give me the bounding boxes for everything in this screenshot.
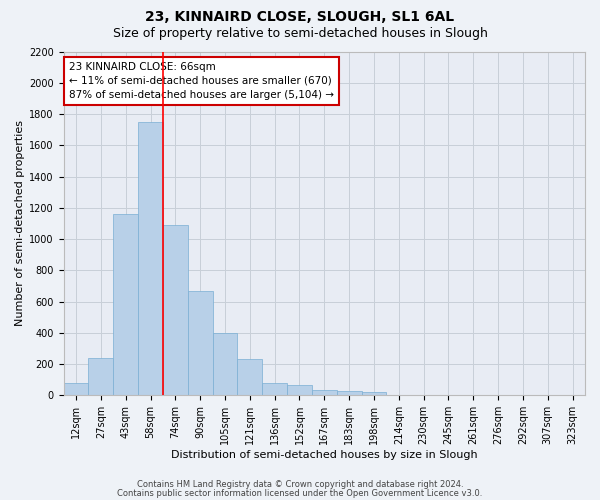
Text: 23 KINNAIRD CLOSE: 66sqm
← 11% of semi-detached houses are smaller (670)
87% of : 23 KINNAIRD CLOSE: 66sqm ← 11% of semi-d… [69, 62, 334, 100]
Text: 23, KINNAIRD CLOSE, SLOUGH, SL1 6AL: 23, KINNAIRD CLOSE, SLOUGH, SL1 6AL [145, 10, 455, 24]
Text: Size of property relative to semi-detached houses in Slough: Size of property relative to semi-detach… [113, 28, 487, 40]
Bar [88, 358, 113, 396]
Text: Contains public sector information licensed under the Open Government Licence v3: Contains public sector information licen… [118, 488, 482, 498]
Bar [362, 392, 386, 396]
Bar [64, 383, 88, 396]
Bar [163, 225, 188, 396]
Text: Contains HM Land Registry data © Crown copyright and database right 2024.: Contains HM Land Registry data © Crown c… [137, 480, 463, 489]
Bar [262, 383, 287, 396]
Bar [287, 385, 312, 396]
Bar [188, 290, 212, 396]
X-axis label: Distribution of semi-detached houses by size in Slough: Distribution of semi-detached houses by … [171, 450, 478, 460]
Bar [238, 360, 262, 396]
Bar [212, 333, 238, 396]
Bar [386, 394, 411, 396]
Y-axis label: Number of semi-detached properties: Number of semi-detached properties [15, 120, 25, 326]
Bar [138, 122, 163, 396]
Bar [337, 390, 362, 396]
Bar [312, 390, 337, 396]
Bar [113, 214, 138, 396]
